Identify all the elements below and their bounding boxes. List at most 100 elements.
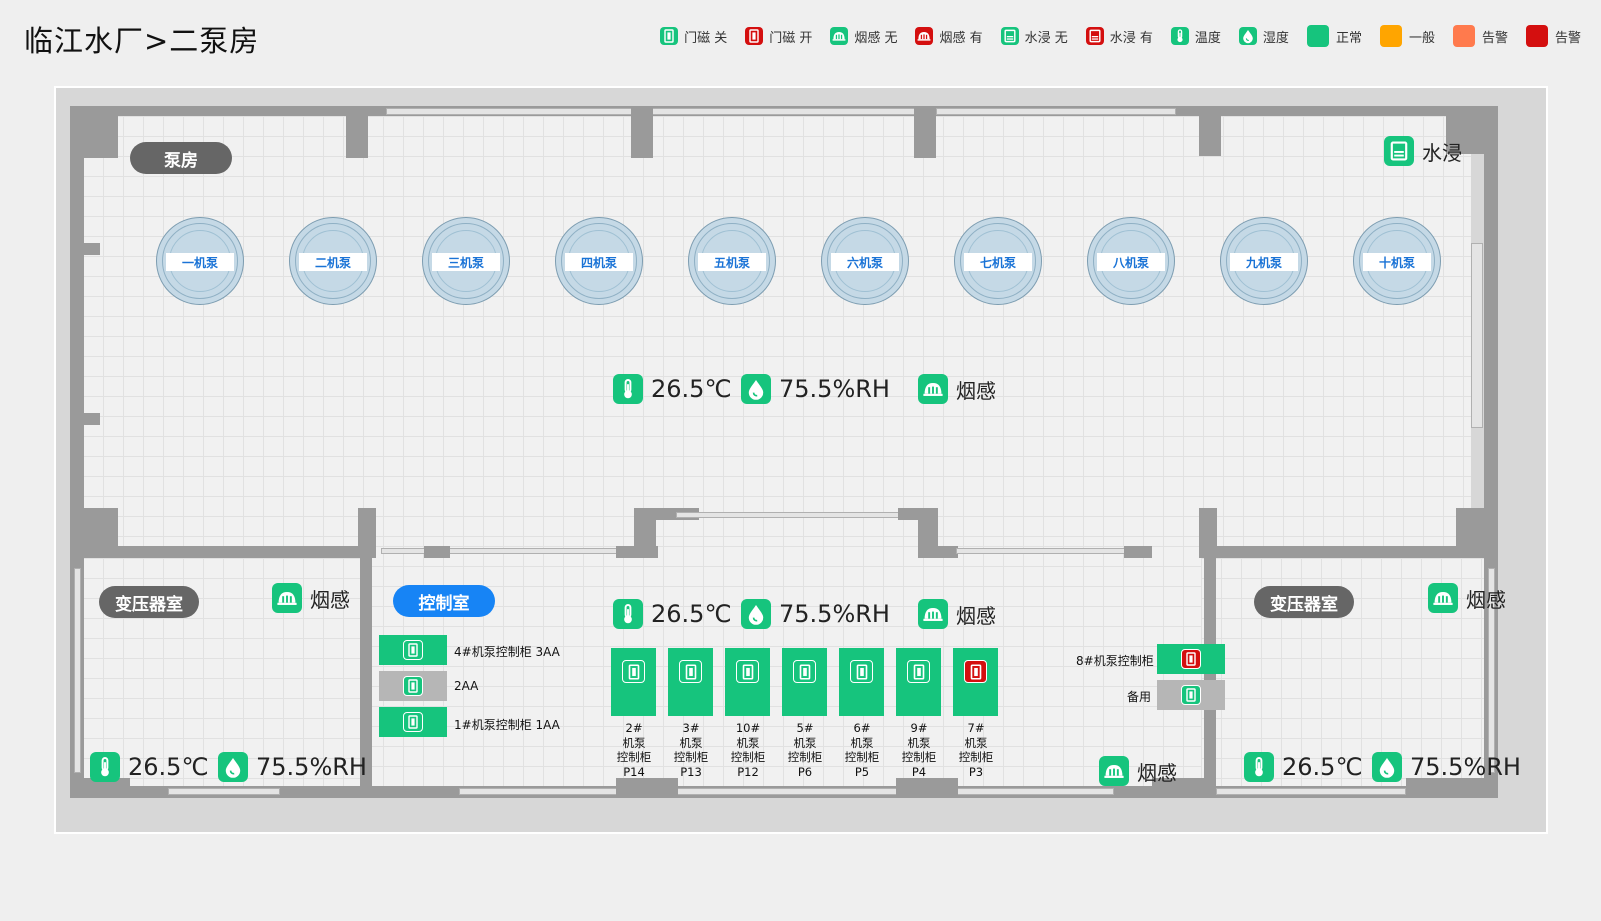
water-leak-sensor[interactable]: 水浸 — [1384, 136, 1462, 166]
temperature-value: 26.5℃ — [651, 375, 732, 403]
pump-9[interactable]: 九机泵 — [1220, 217, 1308, 305]
smoke-sensor-icon — [272, 583, 302, 613]
humidity-drop-icon — [741, 599, 771, 629]
wall — [70, 546, 365, 558]
door-closed-icon — [403, 640, 423, 660]
control-cabinet-p6[interactable] — [782, 648, 827, 716]
wall — [1201, 546, 1498, 558]
transformer-left-humidity[interactable]: 75.5%RH — [218, 752, 367, 782]
legend-door-open: 门磁 开 — [745, 27, 812, 46]
control-cabinet-p14[interactable] — [611, 648, 656, 716]
cabinet-label: 2# 机泵 控制柜 P14 — [616, 721, 652, 779]
legend-label: 正常 — [1335, 30, 1362, 46]
legend-warning: 告警 — [1452, 25, 1508, 47]
control-cabinet-p5[interactable] — [839, 648, 884, 716]
sensor-label: 水浸 — [1422, 140, 1462, 165]
smoke-sensor-icon — [830, 27, 849, 45]
transformer-right-label[interactable]: 变压器室 — [1254, 586, 1354, 618]
door-closed-icon — [850, 660, 873, 683]
sensor-label: 烟感 — [1466, 587, 1506, 612]
pump-room-temperature[interactable]: 26.5℃ — [613, 374, 731, 404]
window — [1471, 243, 1483, 428]
control-cabinet-p13[interactable] — [668, 648, 713, 716]
pump-4[interactable]: 四机泵 — [555, 217, 643, 305]
pump-5[interactable]: 五机泵 — [688, 217, 776, 305]
side-cabinet-1[interactable] — [379, 635, 447, 665]
pump-room-label[interactable]: 泵房 — [130, 142, 232, 174]
transformer-right-temperature[interactable]: 26.5℃ — [1244, 752, 1362, 782]
legend-label: 告警 — [1554, 30, 1581, 46]
humidity-value: 75.5%RH — [256, 753, 367, 781]
pump-1[interactable]: 一机泵 — [156, 217, 244, 305]
door-closed-icon — [793, 660, 816, 683]
pump-3[interactable]: 三机泵 — [422, 217, 510, 305]
pump-label: 二机泵 — [299, 253, 367, 271]
door-closed-icon — [660, 27, 679, 45]
pump-room-floor — [83, 116, 1471, 556]
control-room-smoke[interactable]: 烟感 — [918, 599, 996, 629]
transformer-right-humidity[interactable]: 75.5%RH — [1372, 752, 1521, 782]
thermometer-icon — [1170, 27, 1189, 45]
control-cabinet-p3[interactable] — [953, 648, 998, 716]
side-cabinet-label: 4#机泵控制柜 3AA — [454, 645, 560, 659]
right-cabinet-2[interactable] — [1157, 680, 1225, 710]
door-closed-icon — [403, 712, 423, 732]
control-room-smoke-2[interactable]: 烟感 — [1099, 756, 1177, 786]
water-leak-icon — [1000, 27, 1019, 45]
transformer-left-label[interactable]: 变压器室 — [99, 586, 199, 618]
legend-smoke-alarm: 烟感 有 — [915, 27, 983, 46]
wall — [918, 546, 958, 558]
right-cabinet-1[interactable] — [1157, 644, 1225, 674]
smoke-sensor-icon — [918, 374, 948, 404]
cabinet-label: 5# 机泵 控制柜 P6 — [787, 721, 823, 779]
column — [70, 508, 118, 558]
transformer-left-temperature[interactable]: 26.5℃ — [90, 752, 208, 782]
control-cabinet-p4[interactable] — [896, 648, 941, 716]
pump-10[interactable]: 十机泵 — [1353, 217, 1441, 305]
legend-alarm: 告警 — [1525, 25, 1581, 47]
wall — [70, 413, 100, 425]
legend-water-alarm: 水浸 有 — [1085, 27, 1153, 46]
sensor-label: 烟感 — [956, 378, 996, 403]
door-closed-icon — [679, 660, 702, 683]
door-closed-icon — [736, 660, 759, 683]
cabinet-label: 7# 机泵 控制柜 P3 — [958, 721, 994, 779]
humidity-drop-icon — [218, 752, 248, 782]
thermometer-icon — [613, 599, 643, 629]
transformer-left-smoke[interactable]: 烟感 — [272, 583, 350, 613]
pump-2[interactable]: 二机泵 — [289, 217, 377, 305]
legend-general: 一般 — [1379, 25, 1435, 47]
humidity-value: 75.5%RH — [779, 600, 890, 628]
wall — [424, 546, 450, 558]
transformer-right-smoke[interactable]: 烟感 — [1428, 583, 1506, 613]
pump-6[interactable]: 六机泵 — [821, 217, 909, 305]
column — [1152, 778, 1212, 798]
pump-7[interactable]: 七机泵 — [954, 217, 1042, 305]
window — [459, 788, 1114, 795]
status-swatch — [1452, 25, 1475, 47]
door-open-icon — [745, 27, 764, 45]
smoke-sensor-icon — [918, 599, 948, 629]
status-swatch — [1306, 25, 1329, 47]
control-room-label[interactable]: 控制室 — [393, 585, 495, 617]
control-room-humidity[interactable]: 75.5%RH — [741, 599, 890, 629]
side-cabinet-2[interactable] — [379, 671, 447, 701]
smoke-sensor-icon — [915, 27, 934, 45]
legend-label: 门磁 关 — [684, 30, 728, 46]
pump-label: 十机泵 — [1363, 253, 1431, 271]
door-closed-icon — [907, 660, 930, 683]
pump-label: 五机泵 — [698, 253, 766, 271]
pump-room-smoke[interactable]: 烟感 — [918, 374, 996, 404]
control-room-temperature[interactable]: 26.5℃ — [613, 599, 731, 629]
cabinet-label: 10# 机泵 控制柜 P12 — [730, 721, 766, 779]
legend-label: 水浸 无 — [1024, 30, 1068, 46]
column — [1199, 106, 1221, 156]
legend-label: 烟感 有 — [939, 30, 983, 46]
side-cabinet-3[interactable] — [379, 707, 447, 737]
status-swatch — [1379, 25, 1402, 47]
pump-label: 七机泵 — [964, 253, 1032, 271]
column — [346, 106, 368, 158]
pump-room-humidity[interactable]: 75.5%RH — [741, 374, 890, 404]
control-cabinet-p12[interactable] — [725, 648, 770, 716]
pump-8[interactable]: 八机泵 — [1087, 217, 1175, 305]
